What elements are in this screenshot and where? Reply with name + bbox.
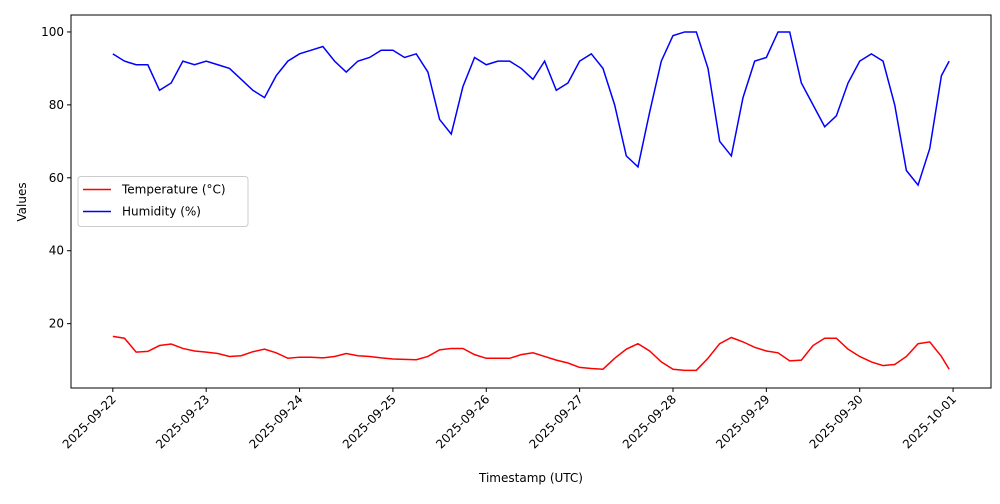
plot-frame: [70, 14, 992, 389]
legend-label: Humidity (%): [122, 205, 201, 219]
data-line: [112, 335, 950, 372]
x-tick-label: 2025-09-23: [153, 392, 212, 451]
x-tick-label: 2025-09-30: [807, 392, 866, 451]
y-tick-label: 60: [49, 171, 64, 185]
x-tick-label: 2025-09-26: [433, 392, 492, 451]
x-tick-label: 2025-09-22: [60, 392, 119, 451]
y-tick-label: 80: [49, 98, 64, 112]
legend: Temperature (°C) Humidity (%): [77, 176, 249, 227]
x-axis-label: Timestamp (UTC): [478, 471, 583, 485]
x-tick-label: 2025-09-24: [246, 392, 305, 451]
x-tick-label: 2025-09-27: [527, 392, 586, 451]
legend-box: [77, 176, 249, 227]
x-tick-label: 2025-09-28: [620, 392, 679, 451]
x-tick-label: 2025-09-29: [713, 392, 772, 451]
y-tick-label: 40: [49, 244, 64, 258]
x-tick-label: 2025-10-01: [900, 392, 959, 451]
legend-label: Temperature (°C): [121, 183, 226, 197]
data-line: [112, 31, 950, 187]
y-axis-label: Values: [15, 182, 29, 221]
x-tick-label: 2025-09-25: [340, 392, 399, 451]
y-tick-label: 100: [41, 25, 64, 39]
y-tick-label: 20: [49, 317, 64, 331]
